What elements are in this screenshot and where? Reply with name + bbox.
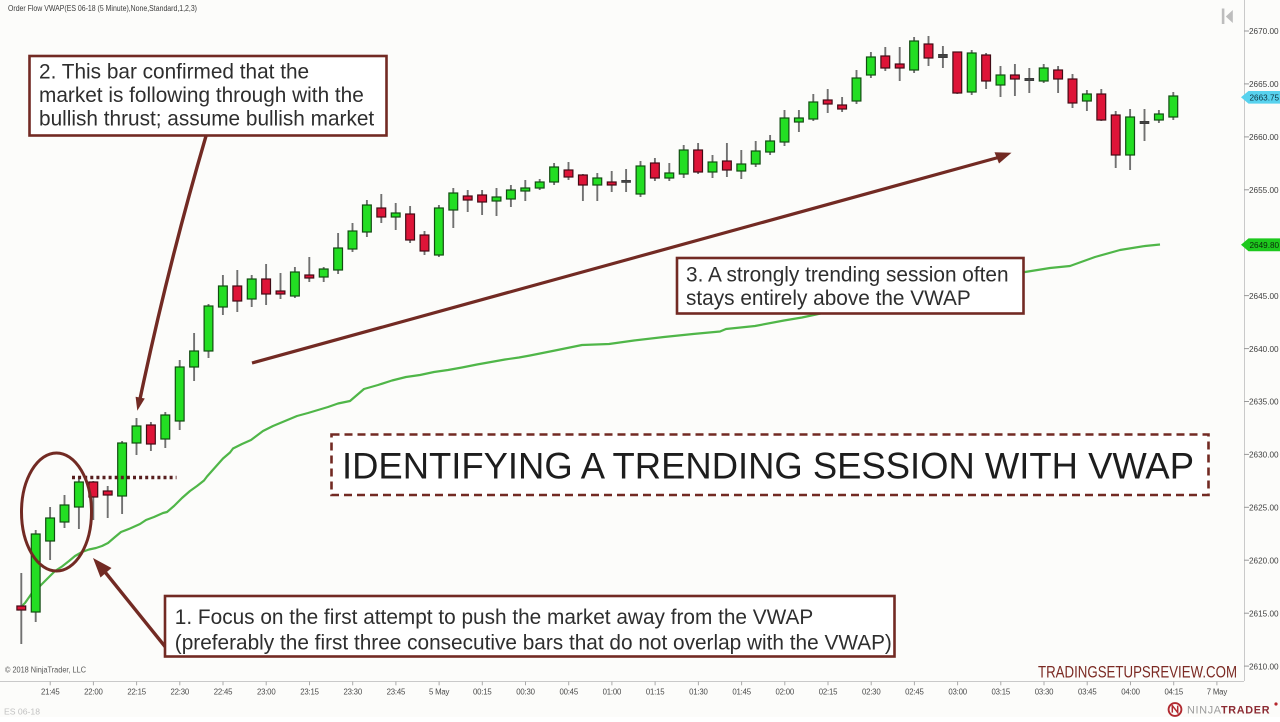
svg-text:IDENTIFYING A TRENDING SESSION: IDENTIFYING A TRENDING SESSION WITH VWAP: [342, 445, 1194, 487]
svg-text:market is following through wi: market is following through with the: [39, 84, 364, 107]
svg-text:2670.00: 2670.00: [1249, 27, 1279, 36]
svg-text:TRADINGSETUPSREVIEW.COM: TRADINGSETUPSREVIEW.COM: [1038, 664, 1237, 682]
svg-text:2660.00: 2660.00: [1249, 133, 1279, 142]
svg-text:2630.00: 2630.00: [1249, 451, 1279, 460]
svg-text:stays entirely above the VWAP: stays entirely above the VWAP: [686, 287, 971, 310]
svg-text:00:15: 00:15: [473, 688, 492, 697]
svg-text:00:30: 00:30: [516, 688, 535, 697]
svg-text:01:30: 01:30: [689, 688, 708, 697]
svg-text:22:45: 22:45: [214, 688, 233, 697]
svg-text:01:45: 01:45: [732, 688, 751, 697]
svg-text:2649.80: 2649.80: [1250, 241, 1280, 250]
svg-text:Order Flow VWAP(ES 06-18 (5 Mi: Order Flow VWAP(ES 06-18 (5 Minute),None…: [8, 4, 197, 13]
svg-text:04:00: 04:00: [1121, 688, 1140, 697]
svg-text:5 May: 5 May: [429, 688, 450, 697]
svg-text:22:15: 22:15: [127, 688, 146, 697]
svg-text:bullish thrust; assume bullish: bullish thrust; assume bullish market: [39, 107, 374, 130]
svg-text:02:45: 02:45: [905, 688, 924, 697]
svg-text:23:15: 23:15: [300, 688, 319, 697]
svg-text:ES 06-18: ES 06-18: [4, 708, 41, 717]
svg-text:01:00: 01:00: [603, 688, 622, 697]
svg-text:03:00: 03:00: [948, 688, 967, 697]
svg-text:00:45: 00:45: [559, 688, 578, 697]
svg-text:03:45: 03:45: [1078, 688, 1097, 697]
svg-text:3. A strongly trending session: 3. A strongly trending session often: [686, 263, 1009, 286]
svg-text:03:15: 03:15: [992, 688, 1011, 697]
svg-text:© 2018 NinjaTrader, LLC: © 2018 NinjaTrader, LLC: [5, 665, 86, 675]
svg-text:03:30: 03:30: [1035, 688, 1054, 697]
svg-text:04:15: 04:15: [1164, 688, 1183, 697]
svg-text:7 May: 7 May: [1207, 688, 1228, 697]
svg-text:TRADER: TRADER: [1221, 704, 1270, 716]
svg-text:1. Focus on the first attempt: 1. Focus on the first attempt to push th…: [175, 606, 813, 629]
svg-text:23:00: 23:00: [257, 688, 276, 697]
svg-text:2615.00: 2615.00: [1249, 609, 1279, 618]
svg-text:02:00: 02:00: [776, 688, 795, 697]
svg-text:2640.00: 2640.00: [1249, 345, 1279, 354]
svg-text:22:30: 22:30: [171, 688, 190, 697]
svg-text:NINJA: NINJA: [1187, 704, 1222, 716]
svg-text:23:45: 23:45: [387, 688, 406, 697]
svg-text:2655.00: 2655.00: [1249, 186, 1279, 195]
svg-text:2610.00: 2610.00: [1249, 662, 1279, 671]
svg-text:01:15: 01:15: [646, 688, 665, 697]
svg-text:2625.00: 2625.00: [1249, 504, 1279, 513]
svg-text:2. This bar confirmed that the: 2. This bar confirmed that the: [39, 61, 309, 84]
svg-text:(preferably the first three co: (preferably the first three consecutive …: [175, 631, 892, 654]
svg-text:23:30: 23:30: [343, 688, 362, 697]
svg-text:21:45: 21:45: [41, 688, 60, 697]
svg-text:2663.75: 2663.75: [1250, 93, 1280, 102]
svg-text:02:30: 02:30: [862, 688, 881, 697]
svg-text:02:15: 02:15: [819, 688, 838, 697]
svg-text:2645.00: 2645.00: [1249, 292, 1279, 301]
svg-text:2635.00: 2635.00: [1249, 398, 1279, 407]
svg-text:2665.00: 2665.00: [1249, 80, 1279, 89]
svg-text:22:00: 22:00: [84, 688, 103, 697]
svg-text:2620.00: 2620.00: [1249, 557, 1279, 566]
